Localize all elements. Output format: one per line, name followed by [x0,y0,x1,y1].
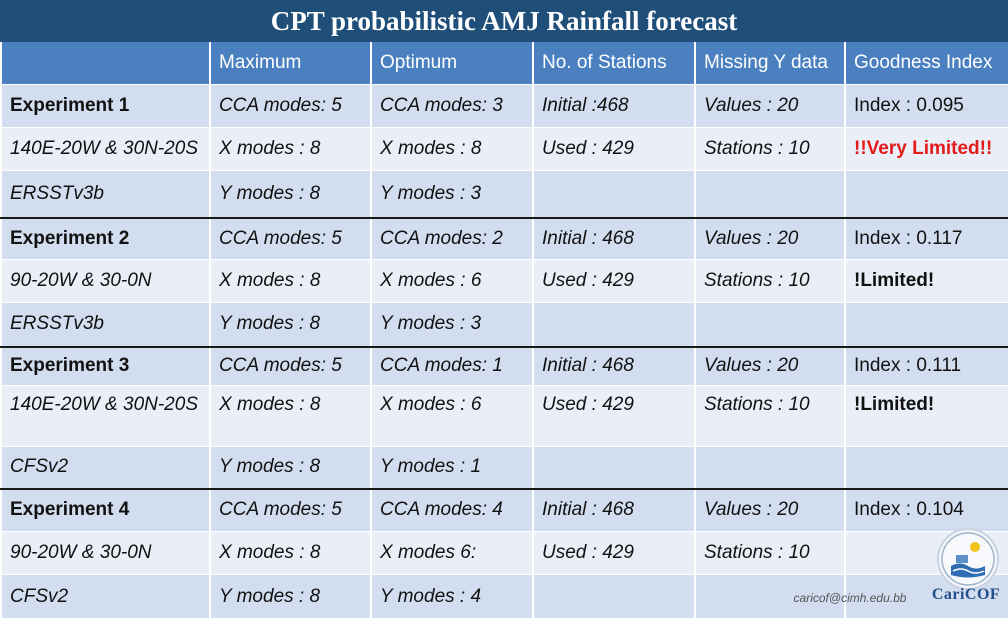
experiment-name: Experiment 4 [0,488,211,532]
goodness-cell [844,446,1008,490]
column-header-goodness: Goodness Index [844,42,1008,85]
missing-y-cell [694,170,846,219]
stations-cell: Used : 429 [532,259,696,303]
column-header-stations: No. of Stations [532,42,696,85]
maximum-cell: X modes : 8 [209,259,372,303]
missing-y-cell: Values : 20 [694,488,846,532]
optimum-cell: Y modes : 3 [370,302,534,348]
table-row: ERSSTv3b Y modes : 8 Y modes : 3 [0,302,1008,348]
optimum-cell: Y modes : 3 [370,170,534,219]
column-header-maximum: Maximum [209,42,372,85]
table-row: Experiment 3 CCA modes: 5 CCA modes: 1 I… [0,346,1008,386]
goodness-cell [844,170,1008,219]
table-row: ERSSTv3b Y modes : 8 Y modes : 3 [0,170,1008,219]
missing-y-cell: Values : 20 [694,84,846,128]
optimum-cell: Y modes : 1 [370,446,534,490]
domain-cell: 140E-20W & 30N-20S [0,127,211,171]
forecast-table: Maximum Optimum No. of Stations Missing … [0,42,1008,619]
stations-cell: Initial : 468 [532,346,696,386]
domain-cell: 140E-20W & 30N-20S [0,385,211,447]
goodness-cell: Index : 0.111 [844,346,1008,386]
stations-cell: Used : 429 [532,385,696,447]
goodness-cell [844,302,1008,348]
maximum-cell: CCA modes: 5 [209,488,372,532]
stations-cell: Used : 429 [532,127,696,171]
optimum-cell: X modes : 6 [370,259,534,303]
page-title: CPT probabilistic AMJ Rainfall forecast [0,0,1008,42]
stations-cell [532,302,696,348]
experiment-name: Experiment 2 [0,217,211,260]
table-row: 90-20W & 30-0N X modes : 8 X modes : 6 U… [0,259,1008,303]
optimum-cell: X modes 6: [370,531,534,575]
missing-y-cell: Stations : 10 [694,531,846,575]
table-row: 140E-20W & 30N-20S X modes : 8 X modes :… [0,385,1008,447]
domain-cell: 90-20W & 30-0N [0,259,211,303]
stations-cell: Initial : 468 [532,488,696,532]
stations-cell: Used : 429 [532,531,696,575]
optimum-cell: CCA modes: 1 [370,346,534,386]
table-row: 140E-20W & 30N-20S X modes : 8 X modes :… [0,127,1008,171]
maximum-cell: CCA modes: 5 [209,84,372,128]
stations-cell [532,446,696,490]
contact-email: caricof@cimh.edu.bb [793,591,907,605]
optimum-cell: X modes : 6 [370,385,534,447]
column-header-missing-y: Missing Y data [694,42,846,85]
experiment-name: Experiment 3 [0,346,211,386]
table-row: CFSv2 Y modes : 8 Y modes : 1 [0,446,1008,490]
table-row: Experiment 2 CCA modes: 5 CCA modes: 2 I… [0,217,1008,260]
maximum-cell: Y modes : 8 [209,446,372,490]
goodness-cell: !!Very Limited!! [844,127,1008,171]
missing-y-cell [694,302,846,348]
table-header-row: Maximum Optimum No. of Stations Missing … [0,42,1008,85]
logo-text: CariCOF [931,586,1001,603]
predictor-cell: ERSSTv3b [0,170,211,219]
missing-y-cell [694,446,846,490]
caricof-globe-logo-icon [937,528,999,590]
maximum-cell: X modes : 8 [209,531,372,575]
predictor-cell: ERSSTv3b [0,302,211,348]
table-row: Experiment 4 CCA modes: 5 CCA modes: 4 I… [0,488,1008,532]
maximum-cell: Y modes : 8 [209,170,372,219]
optimum-cell: CCA modes: 3 [370,84,534,128]
stations-cell [532,170,696,219]
maximum-cell: CCA modes: 5 [209,217,372,260]
table-row: Experiment 1 CCA modes: 5 CCA modes: 3 I… [0,84,1008,128]
maximum-cell: X modes : 8 [209,127,372,171]
missing-y-cell: Values : 20 [694,217,846,260]
goodness-cell: Index : 0.117 [844,217,1008,260]
optimum-cell: CCA modes: 4 [370,488,534,532]
goodness-cell: Index : 0.095 [844,84,1008,128]
maximum-cell: X modes : 8 [209,385,372,447]
maximum-cell: Y modes : 8 [209,302,372,348]
optimum-cell: X modes : 8 [370,127,534,171]
predictor-cell: CFSv2 [0,446,211,490]
column-header-optimum: Optimum [370,42,534,85]
experiment-name: Experiment 1 [0,84,211,128]
missing-y-cell: Values : 20 [694,346,846,386]
goodness-cell: !Limited! [844,385,1008,447]
stations-cell: Initial : 468 [532,217,696,260]
missing-y-cell: Stations : 10 [694,385,846,447]
column-header-experiment [0,42,211,85]
goodness-cell: !Limited! [844,259,1008,303]
maximum-cell: CCA modes: 5 [209,346,372,386]
domain-cell: 90-20W & 30-0N [0,531,211,575]
table-row: 90-20W & 30-0N X modes : 8 X modes 6: Us… [0,531,1008,575]
optimum-cell: CCA modes: 2 [370,217,534,260]
missing-y-cell: Stations : 10 [694,127,846,171]
goodness-cell: Index : 0.104 [844,488,1008,532]
missing-y-cell: Stations : 10 [694,259,846,303]
stations-cell: Initial :468 [532,84,696,128]
